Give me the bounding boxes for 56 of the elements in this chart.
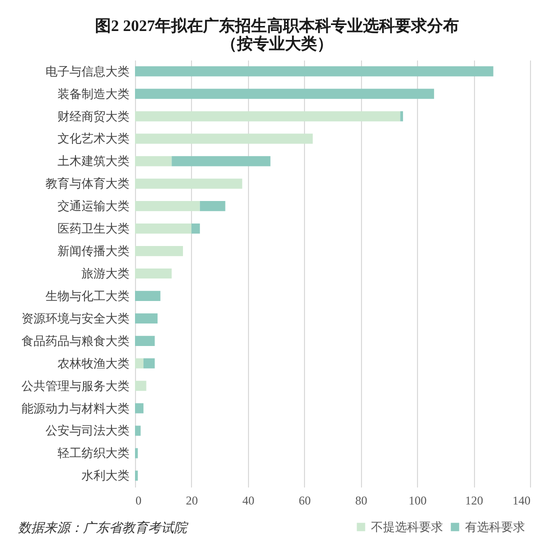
y-tick-label: 资源环境与安全大类 (22, 311, 130, 326)
bar (135, 313, 158, 324)
bar (135, 178, 242, 189)
y-tick-label: 装备制造大类 (58, 86, 130, 101)
x-tick-label: 40 (242, 494, 254, 508)
bar (135, 426, 141, 436)
y-tick-label: 土木建筑大类 (58, 154, 130, 168)
bar (135, 66, 494, 76)
bar (191, 224, 200, 234)
bar (135, 448, 138, 458)
y-tick-label: 旅游大类 (82, 266, 130, 280)
bar (135, 156, 172, 166)
x-tick-label: 80 (355, 494, 368, 508)
y-tick-label: 水利大类 (82, 468, 130, 483)
chart-subtitle: （按专业大类） (221, 35, 333, 53)
y-tick-label: 农林牧渔大类 (58, 356, 130, 370)
bar (143, 358, 155, 368)
y-tick-label: 财经商贸大类 (58, 109, 130, 124)
legend-label: 有选科要求 (465, 520, 525, 534)
x-tick-label: 60 (298, 494, 311, 508)
x-tick-label: 100 (408, 494, 427, 508)
x-tick-label: 20 (186, 494, 198, 508)
y-tick-label: 教育与体育大类 (46, 176, 130, 191)
bar (135, 134, 313, 144)
y-tick-label: 电子与信息大类 (46, 64, 130, 78)
bar (135, 224, 192, 234)
bar (135, 470, 138, 481)
bar (200, 201, 226, 212)
bar (135, 380, 146, 391)
bar (135, 358, 144, 368)
bar (400, 111, 404, 122)
bar (135, 336, 155, 346)
y-tick-label: 公共管理与服务大类 (22, 378, 130, 393)
source-note: 数据来源：广东省教育考试院 (18, 520, 189, 535)
bar (135, 290, 160, 302)
chart-title: 图2 2027年拟在广东招生高职本科专业选科要求分布 (95, 16, 459, 35)
y-tick-label: 轻工纺织大类 (58, 446, 130, 460)
x-tick-label: 140 (512, 494, 530, 508)
bar (135, 246, 183, 256)
y-tick-label: 公安与司法大类 (46, 424, 130, 438)
y-tick-label: 交通运输大类 (58, 199, 130, 214)
bar (135, 201, 200, 212)
y-tick-label: 生物与化工大类 (46, 288, 130, 303)
bar (135, 403, 144, 414)
bar (135, 268, 172, 279)
bar (135, 88, 434, 99)
y-tick-label: 医药卫生大类 (58, 222, 130, 236)
x-tick-label: 0 (136, 494, 142, 508)
y-tick-label: 新闻传播大类 (58, 244, 130, 258)
y-tick-label: 文化艺术大类 (58, 132, 130, 146)
y-tick-label: 食品药品与粮食大类 (22, 334, 130, 348)
legend-label: 不提选科要求 (371, 520, 443, 534)
y-tick-label: 能源动力与材料大类 (22, 401, 130, 416)
x-tick-label: 120 (465, 494, 484, 508)
bar (172, 156, 270, 166)
bar (135, 111, 400, 122)
